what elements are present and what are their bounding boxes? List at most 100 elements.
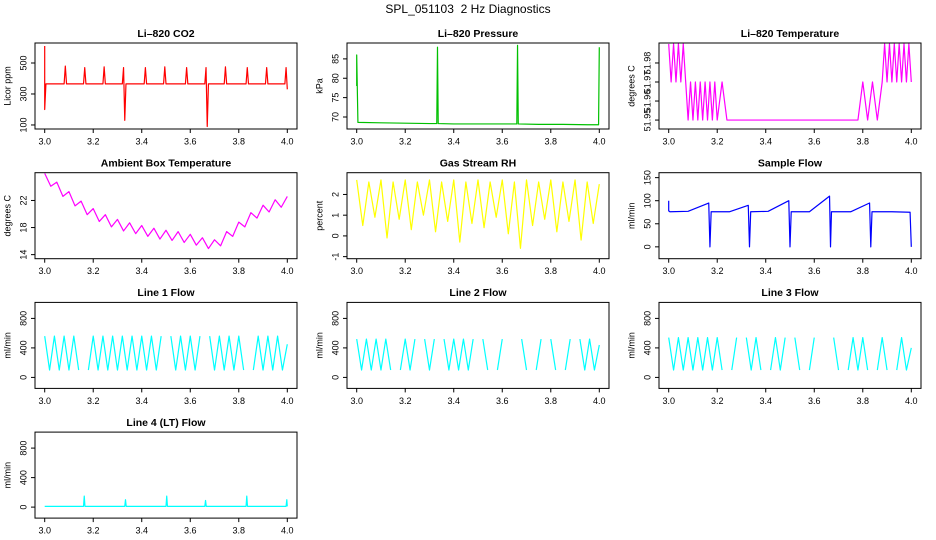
plot-frame <box>658 301 922 389</box>
x-tick-label: 3.2 <box>87 525 100 535</box>
x-tick-label: 3.4 <box>759 136 772 146</box>
series-line <box>496 338 503 371</box>
y-tick-label: 400 <box>18 340 28 355</box>
y-tick-label: 51.95 <box>642 109 652 132</box>
x-tick-label: 3.8 <box>857 396 870 406</box>
x-tick-label: 4.0 <box>281 266 294 276</box>
x-tick-label: 3.2 <box>399 136 412 146</box>
panel-title: Ambient Box Temperature <box>101 157 232 169</box>
series-line <box>44 173 288 250</box>
x-tick-label: 4.0 <box>593 266 606 276</box>
x-tick-label: 3.2 <box>87 266 100 276</box>
y-axis-label: ml/min <box>2 332 12 359</box>
x-tick-label: 4.0 <box>905 136 918 146</box>
y-tick-label: 18 <box>18 223 28 233</box>
x-tick-label: 3.2 <box>399 396 412 406</box>
series-line <box>833 337 840 371</box>
y-tick-label: 400 <box>330 340 340 355</box>
x-tick-label: 4.0 <box>593 396 606 406</box>
series-line <box>745 336 762 371</box>
x-tick-label: 3.8 <box>233 525 246 535</box>
x-tick-label: 3.0 <box>350 136 363 146</box>
x-tick-label: 3.4 <box>135 266 148 276</box>
x-tick-label: 3.0 <box>38 396 51 406</box>
x-tick-label: 3.8 <box>233 266 246 276</box>
series-line <box>170 335 201 371</box>
x-tick-label: 3.6 <box>496 136 509 146</box>
series-line <box>44 495 288 507</box>
plot-frame <box>658 172 922 260</box>
series-line <box>252 335 288 371</box>
x-tick-label: 3.2 <box>711 396 724 406</box>
x-tick-label: 3.2 <box>399 266 412 276</box>
plot-frame <box>34 301 298 389</box>
y-tick-label: 50 <box>642 219 652 229</box>
plot-frame <box>658 42 922 130</box>
plot-frame <box>346 301 610 389</box>
series-line <box>794 337 801 371</box>
y-tick-label: 2 <box>330 192 340 197</box>
panel-title: Sample Flow <box>758 157 823 169</box>
y-tick-label: 51.96 <box>642 90 652 113</box>
panel-title: Line 3 Flow <box>761 287 819 299</box>
x-tick-label: 3.8 <box>545 266 558 276</box>
y-tick-label: 0 <box>18 505 28 510</box>
plot-frame <box>346 172 610 260</box>
x-tick-label: 4.0 <box>905 396 918 406</box>
y-tick-label: 100 <box>642 193 652 208</box>
series-line <box>209 335 245 371</box>
y-tick-label: 75 <box>330 93 340 103</box>
y-axis-label: degrees C <box>626 65 636 107</box>
x-tick-label: 4.0 <box>905 266 918 276</box>
x-tick-label: 4.0 <box>593 136 606 146</box>
series-line <box>564 338 571 371</box>
x-tick-label: 3.8 <box>233 136 246 146</box>
x-tick-label: 3.0 <box>38 266 51 276</box>
x-tick-label: 3.2 <box>711 136 724 146</box>
y-tick-label: 500 <box>18 55 28 70</box>
y-tick-label: 1 <box>330 213 340 218</box>
plot-frame <box>346 42 610 130</box>
plot-frame <box>34 172 298 260</box>
x-tick-label: 4.0 <box>281 136 294 146</box>
series-line <box>847 336 869 371</box>
series-line <box>44 335 80 371</box>
series-line <box>668 336 723 371</box>
y-axis-label: kPa <box>314 78 324 94</box>
series-line <box>356 179 600 249</box>
figure-title: SPL_051103 2 Hz Diagnostics <box>385 2 550 16</box>
panel-title: Gas Stream RH <box>440 157 516 169</box>
y-tick-label: 100 <box>18 117 28 132</box>
y-axis-label: ml/min <box>626 332 636 359</box>
y-tick-label: 0 <box>642 375 652 380</box>
series-line <box>769 336 786 371</box>
x-tick-label: 3.6 <box>808 396 821 406</box>
series-line <box>550 338 557 371</box>
x-tick-label: 3.4 <box>135 396 148 406</box>
series-line <box>87 335 162 371</box>
x-tick-label: 3.8 <box>545 136 558 146</box>
x-tick-label: 3.0 <box>38 136 51 146</box>
y-tick-label: -1 <box>330 253 340 261</box>
y-tick-label: 85 <box>330 54 340 64</box>
x-tick-label: 3.6 <box>496 396 509 406</box>
x-tick-label: 3.4 <box>447 396 460 406</box>
x-tick-label: 3.2 <box>711 266 724 276</box>
y-tick-label: 400 <box>642 340 652 355</box>
y-tick-label: 0 <box>18 375 28 380</box>
panel-title: Line 4 (LT) Flow <box>126 417 206 429</box>
y-tick-label: 800 <box>330 311 340 326</box>
y-tick-label: 800 <box>18 311 28 326</box>
y-tick-label: 51.97 <box>642 71 652 94</box>
series-line <box>399 338 416 371</box>
panel-title: Line 2 Flow <box>449 287 507 299</box>
x-tick-label: 3.6 <box>184 396 197 406</box>
y-axis-label: Licor ppm <box>2 66 12 106</box>
y-tick-label: 14 <box>18 250 28 260</box>
series-line <box>668 195 912 248</box>
plot-frame <box>34 42 298 130</box>
series-line <box>482 338 489 371</box>
y-tick-label: 22 <box>18 195 28 205</box>
